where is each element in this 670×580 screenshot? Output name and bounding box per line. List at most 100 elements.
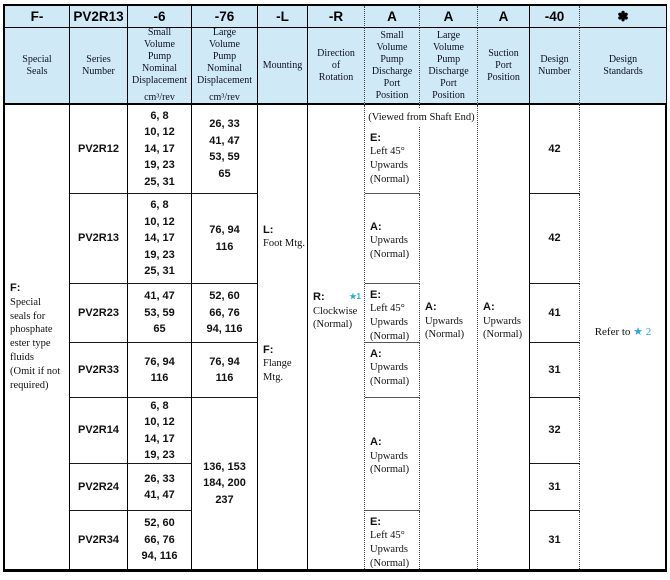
refer-to-text: Refer to — [594, 325, 631, 338]
header-small-displacement: Small Volume Pump Nominal Displacement cm… — [128, 28, 192, 105]
small-discharge-pv2r34: E: Left 45° Upwards (Normal) — [365, 511, 420, 569]
design-number: 42 — [548, 142, 561, 155]
code-text: -76 — [214, 9, 235, 24]
code-rotation: -R — [308, 6, 365, 28]
series-label: PV2R34 — [78, 533, 119, 546]
code-suction: A — [478, 6, 530, 28]
displacement-values: 6, 8 10, 12 14, 17 19, 23 25, 31 — [144, 199, 175, 278]
mounting-cell: L: Foot Mtg. F: Flange Mtg. — [258, 105, 308, 569]
displacement-values: 136, 153 184, 200 237 — [203, 460, 246, 506]
code-text: A — [387, 9, 397, 24]
series-label: PV2R33 — [78, 363, 119, 376]
small-disp-pv2r33: 76, 94 116 — [128, 343, 192, 398]
large-disp-pv2r12: 26, 33 41, 47 53, 59 65 — [192, 105, 258, 194]
port-desc: Upwards (Normal) — [370, 235, 410, 260]
port-code: E: — [370, 132, 381, 144]
design-number: 31 — [548, 480, 561, 493]
code-series: PV2R13 — [70, 6, 128, 28]
series-pv2r12: PV2R12 — [70, 105, 128, 194]
header-rotation: Direction of Rotation — [308, 28, 365, 105]
displacement-values: 52, 60 66, 76 94, 116 — [141, 517, 178, 563]
header-series-number: Series Number — [70, 28, 128, 105]
rotation-code: R: ★1 — [313, 290, 362, 304]
displacement-values: 76, 94 116 — [144, 355, 175, 385]
header-label: Large Volume Pump Discharge Port Positio… — [428, 29, 469, 101]
header-small-discharge: Small Volume Pump Discharge Port Positio… — [365, 28, 420, 105]
code-small-displacement: -6 — [128, 6, 192, 28]
code-design-number: -40 — [530, 6, 580, 28]
series-label: PV2R23 — [78, 306, 119, 319]
design-number-pv2r34: 31 — [530, 511, 580, 569]
code-mounting: -L — [258, 6, 308, 28]
small-discharge-pv2r13: A: Upwards (Normal) — [365, 194, 420, 284]
viewed-from-shaft-end-note: (Viewed from Shaft End) — [366, 108, 477, 127]
small-discharge-pv2r14-24: A: Upwards (Normal) — [365, 398, 420, 511]
port-code: A: — [370, 220, 382, 233]
header-special-seals: Special Seals — [5, 28, 70, 105]
code-text: -6 — [153, 9, 166, 24]
unit-label: cm³/rev — [144, 92, 175, 103]
header-label: Design Number — [538, 53, 571, 77]
mounting-desc: Foot Mtg. — [263, 238, 306, 250]
small-disp-pv2r24: 26, 33 41, 47 — [128, 464, 192, 511]
code-text: -R — [328, 9, 344, 24]
small-discharge-pv2r23: E: Left 45° Upwards (Normal) — [365, 284, 420, 343]
design-number: 42 — [548, 232, 561, 245]
displacement-values: 26, 33 41, 47 53, 59 65 — [209, 118, 240, 180]
code-text: PV2R13 — [73, 9, 124, 24]
small-disp-pv2r13: 6, 8 10, 12 14, 17 19, 23 25, 31 — [128, 194, 192, 284]
foot-mounting: L: Foot Mtg. — [263, 223, 305, 251]
code-special-seals: F- — [5, 6, 70, 28]
displacement-values: 52, 60 66, 76 94, 116 — [206, 290, 243, 336]
design-number-pv2r13: 42 — [530, 194, 580, 284]
port-code: A: — [483, 301, 495, 314]
header-large-displacement: Large Volume Pump Nominal Displacement cm… — [192, 28, 258, 105]
displacement-values: 6, 8 10, 12 14, 17 19, 23 — [144, 399, 175, 462]
header-label: Mounting — [262, 59, 303, 71]
port-code: A: — [370, 348, 382, 360]
design-number: 41 — [548, 306, 561, 319]
small-disp-pv2r34: 52, 60 66, 76 94, 116 — [128, 511, 192, 569]
note-text: (Viewed from Shaft End) — [368, 112, 475, 123]
header-label: Large Volume Pump Nominal Displacement — [197, 28, 252, 86]
port-desc: Left 45° Upwards (Normal) — [370, 303, 410, 342]
rotation-code-text: R: — [313, 291, 325, 304]
port-code: E: — [370, 289, 381, 301]
design-number: 31 — [548, 533, 561, 546]
series-pv2r14: PV2R14 — [70, 398, 128, 464]
header-suction: Suction Port Position — [478, 28, 530, 105]
series-pv2r23: PV2R23 — [70, 284, 128, 343]
port-desc: Upwards (Normal) — [425, 315, 465, 341]
design-number-pv2r33: 31 — [530, 343, 580, 398]
seal-code: F: — [10, 282, 21, 295]
design-number: 32 — [548, 424, 561, 437]
header-label: Special Seals — [22, 53, 52, 77]
code-large-discharge: A — [420, 6, 478, 28]
large-disp-merged-14-24-34: 136, 153 184, 200 237 — [192, 398, 258, 569]
seal-description: Special seals for phosphate ester type f… — [10, 296, 61, 391]
port-code: A: — [370, 436, 382, 449]
code-text: F- — [30, 9, 44, 24]
port-desc: Upwards (Normal) — [483, 315, 523, 341]
model-designation-table: F- PV2R13 -6 -76 -L -R A A A -40 ✽ Speci… — [3, 4, 667, 572]
port-desc: Left 45° Upwards (Normal) — [370, 530, 410, 569]
header-label: Small Volume Pump Nominal Displacement — [132, 28, 187, 86]
mounting-code: F: — [263, 344, 274, 356]
small-disp-pv2r23: 41, 47 53, 59 65 — [128, 284, 192, 343]
code-text: A — [443, 9, 454, 24]
star2-reference-icon: ★ 2 — [633, 325, 652, 338]
series-pv2r34: PV2R34 — [70, 511, 128, 569]
series-label: PV2R12 — [78, 142, 119, 155]
displacement-values: 76, 94 116 — [209, 224, 240, 253]
displacement-values: 26, 33 41, 47 — [144, 472, 175, 502]
mounting-desc: Flange Mtg. — [263, 358, 292, 383]
design-number-pv2r14: 32 — [530, 398, 580, 464]
port-desc: Left 45° Upwards (Normal) — [370, 146, 410, 185]
series-pv2r13: PV2R13 — [70, 194, 128, 284]
unit-label: cm³/rev — [209, 92, 240, 103]
series-label: PV2R14 — [78, 424, 119, 437]
design-number-pv2r24: 31 — [530, 464, 580, 511]
rotation-desc: Clockwise (Normal) — [313, 305, 358, 331]
suction-port-cell: A: Upwards (Normal) — [478, 105, 530, 569]
series-pv2r24: PV2R24 — [70, 464, 128, 511]
